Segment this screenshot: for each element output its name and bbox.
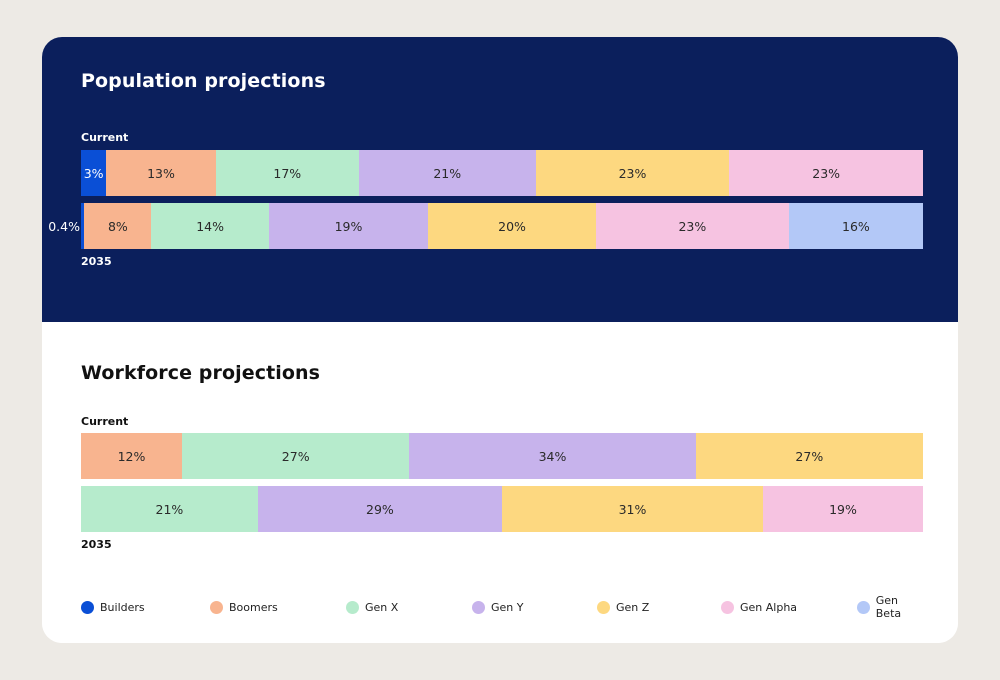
bar-label-current-gen-y: 21% xyxy=(433,165,462,181)
bar-segment-2035-boomers: 8% xyxy=(84,203,152,249)
bar-label-current-boomers: 13% xyxy=(147,165,175,181)
bar-label-current-gen-z: 27% xyxy=(795,448,824,464)
bar-segment-2035-builders: 0.4% xyxy=(48,203,85,249)
legend-swatch-gen-y xyxy=(472,600,485,614)
legend-item-gen-beta: Gen Beta xyxy=(857,594,926,620)
legend-label-gen-z: Gen Z xyxy=(616,600,650,614)
bar-segment-2035-gen-z: 31% xyxy=(502,486,764,532)
legend-label-gen-x: Gen X xyxy=(365,600,399,614)
population-section: Population projections Current 3% 13% 17% 2… xyxy=(42,37,958,322)
population-2035-label: 2035 xyxy=(81,255,112,268)
bar-label-2035-gen-y: 19% xyxy=(334,218,363,234)
population-2035-bar: 0.4% 8% 14% 19% 20% 23% 16% xyxy=(48,203,923,249)
bar-segment-current-gen-x: 27% xyxy=(182,433,410,479)
bar-segment-2035-gen-y: 29% xyxy=(257,486,502,532)
legend-label-boomers: Boomers xyxy=(229,600,278,614)
bar-label-2035-gen-beta: 16% xyxy=(842,218,870,234)
bar-segment-2035-gen-x: 21% xyxy=(81,486,258,532)
legend-item-gen-y: Gen Y xyxy=(472,598,523,616)
legend: Builders Boomers Gen X Gen Y Gen Z Gen A… xyxy=(81,594,926,620)
bar-label-2035-gen-y: 29% xyxy=(366,501,394,517)
legend-swatch-gen-beta xyxy=(857,600,870,614)
bar-segment-2035-gen-alpha: 23% xyxy=(595,203,789,249)
bar-label-current-gen-alpha: 23% xyxy=(812,165,841,181)
legend-label-builders: Builders xyxy=(100,600,145,614)
bar-label-2035-gen-z: 31% xyxy=(618,501,647,517)
bar-label-current-gen-y: 34% xyxy=(538,448,567,464)
bar-label-2035-builders: 0.4% xyxy=(48,218,80,234)
population-current-bar: 3% 13% 17% 21% 23% 23% xyxy=(81,150,923,196)
bar-label-current-boomers: 12% xyxy=(117,448,146,464)
bar-segment-2035-gen-x: 14% xyxy=(151,203,269,249)
workforce-current-bar: 12% 27% 34% 27% xyxy=(81,433,923,479)
bar-segment-current-boomers: 12% xyxy=(81,433,183,479)
workforce-current-label: Current xyxy=(81,415,129,428)
bar-segment-2035-gen-alpha: 19% xyxy=(763,486,923,532)
legend-item-builders: Builders xyxy=(81,598,145,616)
legend-item-gen-z: Gen Z xyxy=(597,598,649,616)
population-current-label: Current xyxy=(81,131,129,144)
bar-segment-2035-gen-y: 19% xyxy=(268,203,429,249)
bar-label-current-gen-x: 27% xyxy=(281,448,310,464)
bar-label-current-builders: 3% xyxy=(83,165,104,181)
population-title: Population projections xyxy=(81,70,326,92)
bar-segment-current-gen-x: 17% xyxy=(215,150,359,196)
bar-segment-current-gen-alpha: 23% xyxy=(729,150,923,196)
bar-label-2035-gen-x: 14% xyxy=(196,218,225,234)
legend-swatch-gen-alpha xyxy=(721,600,734,614)
bar-label-current-gen-x: 17% xyxy=(273,165,302,181)
bar-label-2035-gen-alpha: 19% xyxy=(829,501,857,517)
workforce-2035-bar: 21% 29% 31% 19% xyxy=(81,486,923,532)
bar-segment-current-boomers: 13% xyxy=(106,150,216,196)
legend-swatch-boomers xyxy=(210,600,223,614)
workforce-section: Workforce projections Current 12% 27% 34% 2… xyxy=(42,322,958,643)
legend-label-gen-alpha: Gen Alpha xyxy=(740,600,798,614)
bar-label-2035-gen-z: 20% xyxy=(498,218,526,234)
legend-swatch-gen-z xyxy=(597,600,610,614)
bar-segment-current-gen-y: 21% xyxy=(358,150,536,196)
legend-label-gen-beta: Gen Beta xyxy=(875,594,902,620)
legend-item-gen-x: Gen X xyxy=(346,598,398,616)
legend-item-boomers: Boomers xyxy=(210,598,278,616)
bar-segment-current-gen-y: 34% xyxy=(409,433,696,479)
bar-segment-2035-gen-z: 20% xyxy=(428,203,596,249)
bar-label-2035-gen-x: 21% xyxy=(155,501,184,517)
bar-segment-current-builders: 3% xyxy=(81,150,107,196)
legend-swatch-builders xyxy=(81,600,94,614)
legend-item-gen-alpha: Gen Alpha xyxy=(721,598,797,616)
bar-segment-current-gen-z: 23% xyxy=(535,150,730,196)
workforce-2035-label: 2035 xyxy=(81,538,112,551)
bar-segment-2035-gen-beta: 16% xyxy=(788,203,923,249)
bar-label-2035-boomers: 8% xyxy=(107,218,128,234)
projections-card: Population projections Current 3% 13% 17% 2… xyxy=(42,37,958,643)
bar-label-current-gen-z: 23% xyxy=(618,165,647,181)
legend-label-gen-y: Gen Y xyxy=(491,600,524,614)
legend-swatch-gen-x xyxy=(346,600,359,614)
workforce-title: Workforce projections xyxy=(81,362,321,384)
bar-label-2035-gen-alpha: 23% xyxy=(678,218,707,234)
bar-segment-current-gen-z: 27% xyxy=(695,433,923,479)
